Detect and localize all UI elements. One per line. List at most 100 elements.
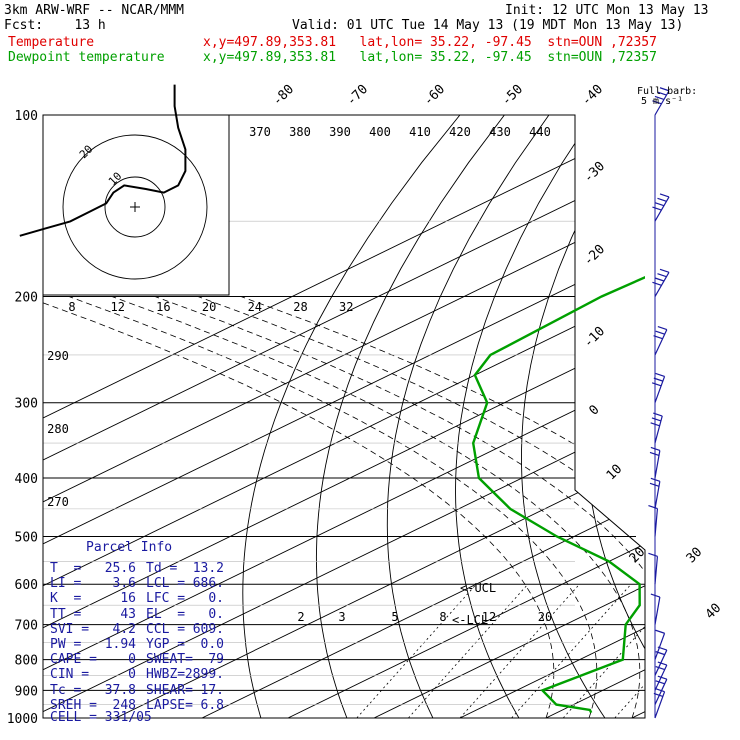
isotherm bbox=[43, 115, 645, 718]
dewpoint-station-info: x,y=497.89,353.81 lat,lon= 35.22, -97.45… bbox=[203, 50, 657, 65]
parcel-param-value: 0. bbox=[208, 606, 224, 622]
pressure-tick-label: 1000 bbox=[7, 712, 38, 727]
dewpoint-profile bbox=[471, 275, 645, 714]
wind-barb bbox=[653, 326, 668, 356]
parcel-param-value: 16 bbox=[120, 591, 136, 607]
pressure-tick-label: 500 bbox=[15, 530, 38, 545]
theta-label: 400 bbox=[369, 125, 391, 139]
parcel-param-value: 37.8 bbox=[104, 682, 136, 698]
isotherm-label: -20 bbox=[581, 242, 608, 269]
wind-barb bbox=[648, 552, 659, 585]
mixing-ratio-line bbox=[356, 583, 477, 718]
parcel-param-label: SWEAT= bbox=[146, 652, 193, 668]
dry-adiabat bbox=[521, 115, 639, 718]
parcel-param-value: 609. bbox=[192, 621, 224, 637]
parcel-param-label: TT = bbox=[50, 606, 82, 622]
parcel-param-label: PW = bbox=[50, 637, 82, 652]
mixing-ratio-label: 20 bbox=[538, 610, 552, 624]
wind-barb bbox=[652, 193, 670, 222]
theta-label: 370 bbox=[249, 125, 271, 139]
parcel-param-value: 0.0 bbox=[200, 637, 224, 652]
parcel-param-label: K = bbox=[50, 591, 82, 607]
parcel-param-value: 686. bbox=[192, 576, 224, 592]
parcel-param-value: 25.6 bbox=[104, 561, 136, 576]
parcel-param-value: 43 bbox=[120, 606, 136, 622]
hodograph-trace bbox=[19, 84, 187, 237]
plot-frame bbox=[42, 114, 646, 719]
isotherm bbox=[201, 115, 645, 718]
mixing-ratio-label: 12 bbox=[482, 610, 496, 624]
dry-adiabat bbox=[584, 115, 645, 718]
parcel-param-value: 0 bbox=[128, 652, 136, 668]
model-title: 3km ARW-WRF -- NCAR/MMM bbox=[4, 3, 185, 18]
parcel-param-value: 3.6 bbox=[112, 576, 136, 592]
header: 3km ARW-WRF -- NCAR/MMM Init: 12 UTC Mon… bbox=[0, 0, 740, 70]
parcel-param-label: CIN = bbox=[50, 667, 90, 683]
isotherm bbox=[718, 115, 740, 718]
isotherm bbox=[287, 115, 645, 718]
pressure-tick-label: 300 bbox=[15, 397, 38, 412]
wind-barb bbox=[652, 268, 670, 297]
parcel-param-label: Td = bbox=[146, 561, 178, 576]
parcel-param-label: SVI = bbox=[50, 621, 90, 637]
wind-barb bbox=[654, 646, 668, 676]
theta-label: 430 bbox=[489, 125, 511, 139]
wind-barb bbox=[653, 688, 666, 719]
forecast-hour: Fcst: 13 h bbox=[4, 18, 106, 33]
barb-legend-title: Full barb: bbox=[637, 86, 697, 97]
dry-adiabat bbox=[706, 115, 740, 718]
mixing-ratio-line bbox=[408, 583, 529, 718]
isotherm bbox=[43, 115, 645, 718]
theta-label: 280 bbox=[47, 422, 69, 436]
temperature-station-info: x,y=497.89,353.81 lat,lon= 35.22, -97.45… bbox=[203, 35, 657, 50]
parcel-param-label: LI = bbox=[50, 576, 82, 592]
moist-adiabat bbox=[154, 296, 645, 718]
cell-motion: CELL = 331/05 bbox=[50, 710, 152, 725]
parcel-param-value: 0 bbox=[128, 667, 136, 683]
parcel-param-value: 13.2 bbox=[192, 561, 224, 576]
parcel-param-label: LCL = bbox=[146, 576, 186, 592]
mixing-ratio-label: 8 bbox=[439, 610, 446, 624]
wind-barb bbox=[654, 675, 668, 705]
wind-barb bbox=[649, 477, 661, 509]
pressure-tick-label: 100 bbox=[15, 109, 38, 124]
pressure-tick-label: 200 bbox=[15, 291, 38, 306]
parcel-param-label: T = bbox=[50, 561, 82, 576]
parcel-param-label: SHEAR= bbox=[146, 682, 193, 698]
lcl-marker: <-LCL bbox=[452, 613, 488, 627]
isotherm bbox=[373, 115, 645, 718]
mixing-ratio-line bbox=[459, 583, 580, 718]
theta-label: 420 bbox=[449, 125, 471, 139]
wind-barb bbox=[649, 446, 661, 479]
isotherm-label: 0 bbox=[586, 402, 602, 418]
theta-label: 270 bbox=[47, 495, 69, 509]
isotherm bbox=[631, 115, 645, 718]
theta-label: 290 bbox=[47, 349, 69, 363]
wind-barb bbox=[652, 87, 670, 116]
pressure-tick-label: 600 bbox=[15, 578, 38, 593]
temperature-profile bbox=[677, 115, 740, 713]
isotherm-label: -30 bbox=[581, 159, 608, 186]
isotherm bbox=[43, 115, 645, 718]
parcel-param-label: YGP = bbox=[146, 637, 186, 652]
parcel-param-label: LFC = bbox=[146, 591, 186, 607]
ucl-marker: <-UCL bbox=[460, 581, 496, 595]
parcel-param-label: EL = bbox=[146, 606, 186, 622]
isotherm-label: -60 bbox=[421, 82, 448, 109]
temperature-legend: Temperature bbox=[8, 35, 95, 50]
pressure-tick-label: 700 bbox=[15, 619, 38, 634]
isotherm bbox=[43, 115, 645, 718]
parcel-param-label: LAPSE= bbox=[146, 697, 193, 713]
mixing-ratio-label: 3 bbox=[338, 610, 345, 624]
isotherm-label: -70 bbox=[344, 82, 371, 109]
valid-time: Valid: 01 UTC Tue 14 May 13 (19 MDT Mon … bbox=[292, 18, 684, 33]
pressure-tick-label: 900 bbox=[15, 684, 38, 699]
wind-barb bbox=[650, 593, 661, 625]
sr-wind-tick: 8 bbox=[68, 300, 75, 314]
isotherm-label: 40 bbox=[703, 601, 725, 623]
isotherm-label: -80 bbox=[270, 82, 297, 109]
parcel-param-value: 4.2 bbox=[112, 621, 136, 637]
wind-barb bbox=[650, 412, 663, 444]
